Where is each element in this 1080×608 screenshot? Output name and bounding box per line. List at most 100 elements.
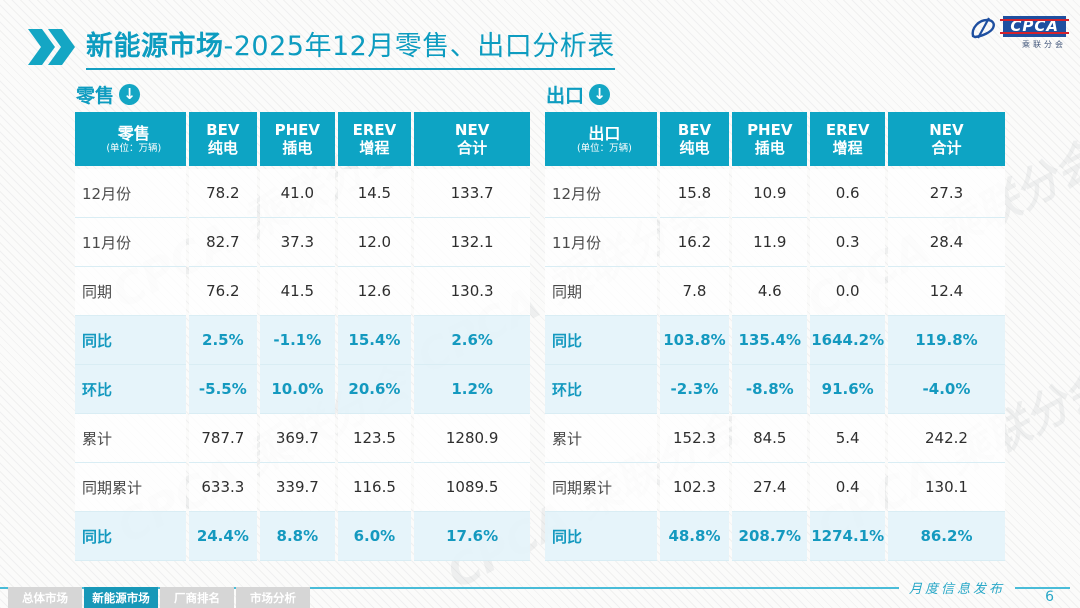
column-header: BEV 纯电 [188,112,258,166]
page-title-rest: -2025年12月零售、出口分析表 [223,31,615,62]
table-row-highlight: 同比 103.8% 135.4% 1644.2% 119.8% [545,316,1005,365]
cell-value: 2.5% [188,316,258,365]
table-corner: 零售 (单位：万辆) [75,112,186,166]
column-header: EREV 增程 [810,112,885,166]
circle-arrow-down-icon: ↓ [589,84,611,105]
cell-value: 130.1 [887,463,1005,512]
corner-unit: (单位：万辆) [576,142,632,154]
row-label: 11月份 [545,218,657,267]
table-row: 累计 787.7 369.7 123.5 1280.9 [75,414,530,463]
row-label: 环比 [75,365,186,414]
table-header-row: 出口 (单位：万辆) BEV 纯电 PHEV 插电 EREV 增程 NEV 合计 [545,112,1005,166]
column-header: BEV 纯电 [659,112,730,166]
corner-title: 零售 [117,123,150,143]
cell-value: 12.0 [337,218,412,267]
cell-value: 16.2 [659,218,730,267]
cell-value: 12.6 [337,267,412,316]
row-label: 累计 [75,414,186,463]
table-row-highlight: 环比 -5.5% 10.0% 20.6% 1.2% [75,365,530,414]
tab-manufacturer-ranking[interactable]: 厂商排名 [160,587,234,608]
cell-value: 27.4 [732,463,808,512]
row-label: 12月份 [75,169,186,218]
cpca-logo-text: CPCA [1000,16,1069,37]
footer-rule: 月度信息发布 [0,578,1070,597]
export-section-title: 出口 [546,85,585,107]
page-title-row: 新能源市场-2025年12月零售、出口分析表 [28,24,615,70]
row-label: 同比 [545,512,657,561]
cell-value: 1274.1% [810,512,885,561]
export-table: 出口 (单位：万辆) BEV 纯电 PHEV 插电 EREV 增程 NEV 合计 12月… [545,112,1005,561]
cell-value: 86.2% [887,512,1005,561]
cell-value: -8.8% [732,365,808,414]
table-row: 同期 76.2 41.5 12.6 130.3 [75,267,530,316]
row-label: 同比 [75,512,186,561]
cell-value: 0.4 [810,463,885,512]
cell-value: 133.7 [414,169,530,218]
column-header: PHEV 插电 [732,112,808,166]
table-corner: 出口 (单位：万辆) [545,112,657,166]
cell-value: 10.9 [732,169,808,218]
cell-value: 103.8% [659,316,730,365]
cell-value: 8.8% [260,512,335,561]
cell-value: 41.0 [260,169,335,218]
cell-value: 116.5 [337,463,412,512]
retail-section-label: 零售 ↓ [76,81,141,108]
cell-value: 14.5 [337,169,412,218]
cell-value: 84.5 [732,414,808,463]
cell-value: 48.8% [659,512,730,561]
cell-value: 7.8 [659,267,730,316]
table-row: 累计 152.3 84.5 5.4 242.2 [545,414,1005,463]
cell-value: 2.6% [414,316,530,365]
footer-line [0,586,899,589]
cell-value: 10.0% [260,365,335,414]
cell-value: 15.8 [659,169,730,218]
cell-value: 20.6% [337,365,412,414]
corner-unit: (单位：万辆) [106,142,162,154]
table-row-highlight: 同比 2.5% -1.1% 15.4% 2.6% [75,316,530,365]
cell-value: 0.6 [810,169,885,218]
cpca-logo-subtitle: 乘联分会 [1022,39,1066,49]
row-label: 12月份 [545,169,657,218]
row-label: 11月份 [75,218,186,267]
row-label: 同比 [75,316,186,365]
tab-market-analysis[interactable]: 市场分析 [236,587,310,608]
column-header: NEV 合计 [414,112,530,166]
cell-value: 91.6% [810,365,885,414]
cell-value: 11.9 [732,218,808,267]
tab-nev-market[interactable]: 新能源市场 [84,587,158,608]
cell-value: -1.1% [260,316,335,365]
cell-value: 76.2 [188,267,258,316]
row-label: 同期累计 [545,463,657,512]
cell-value: 787.7 [188,414,258,463]
footer-publication-label: 月度信息发布 [908,582,1005,597]
row-label: 同期 [75,267,186,316]
cell-value: 132.1 [414,218,530,267]
cpca-swoosh-icon [969,16,999,48]
table-row: 同期累计 102.3 27.4 0.4 130.1 [545,463,1005,512]
row-label: 同期 [545,267,657,316]
table-row: 12月份 15.8 10.9 0.6 27.3 [545,169,1005,218]
table-row: 12月份 78.2 41.0 14.5 133.7 [75,169,530,218]
corner-title: 出口 [588,123,621,143]
column-header: PHEV 插电 [260,112,335,166]
cell-value: -4.0% [887,365,1005,414]
cell-value: 37.3 [260,218,335,267]
footer-line-tail [1015,586,1070,589]
export-section-label: 出口 ↓ [546,81,611,108]
tab-overall-market[interactable]: 总体市场 [8,587,82,608]
cell-value: 0.0 [810,267,885,316]
cell-value: -2.3% [659,365,730,414]
table-header-row: 零售 (单位：万辆) BEV 纯电 PHEV 插电 EREV 增程 NEV 合计 [75,112,530,166]
page-title: 新能源市场-2025年12月零售、出口分析表 [86,24,615,70]
cell-value: 242.2 [887,414,1005,463]
table-row-highlight: 同比 24.4% 8.8% 6.0% 17.6% [75,512,530,561]
cell-value: 152.3 [659,414,730,463]
cell-value: 15.4% [337,316,412,365]
row-label: 累计 [545,414,657,463]
retail-table: 零售 (单位：万辆) BEV 纯电 PHEV 插电 EREV 增程 NEV 合计 12月… [75,112,530,561]
table-row: 同期累计 633.3 339.7 116.5 1089.5 [75,463,530,512]
column-header: EREV 增程 [337,112,412,166]
cpca-logo: CPCA 乘联分会 [969,16,1069,50]
table-row: 11月份 82.7 37.3 12.0 132.1 [75,218,530,267]
